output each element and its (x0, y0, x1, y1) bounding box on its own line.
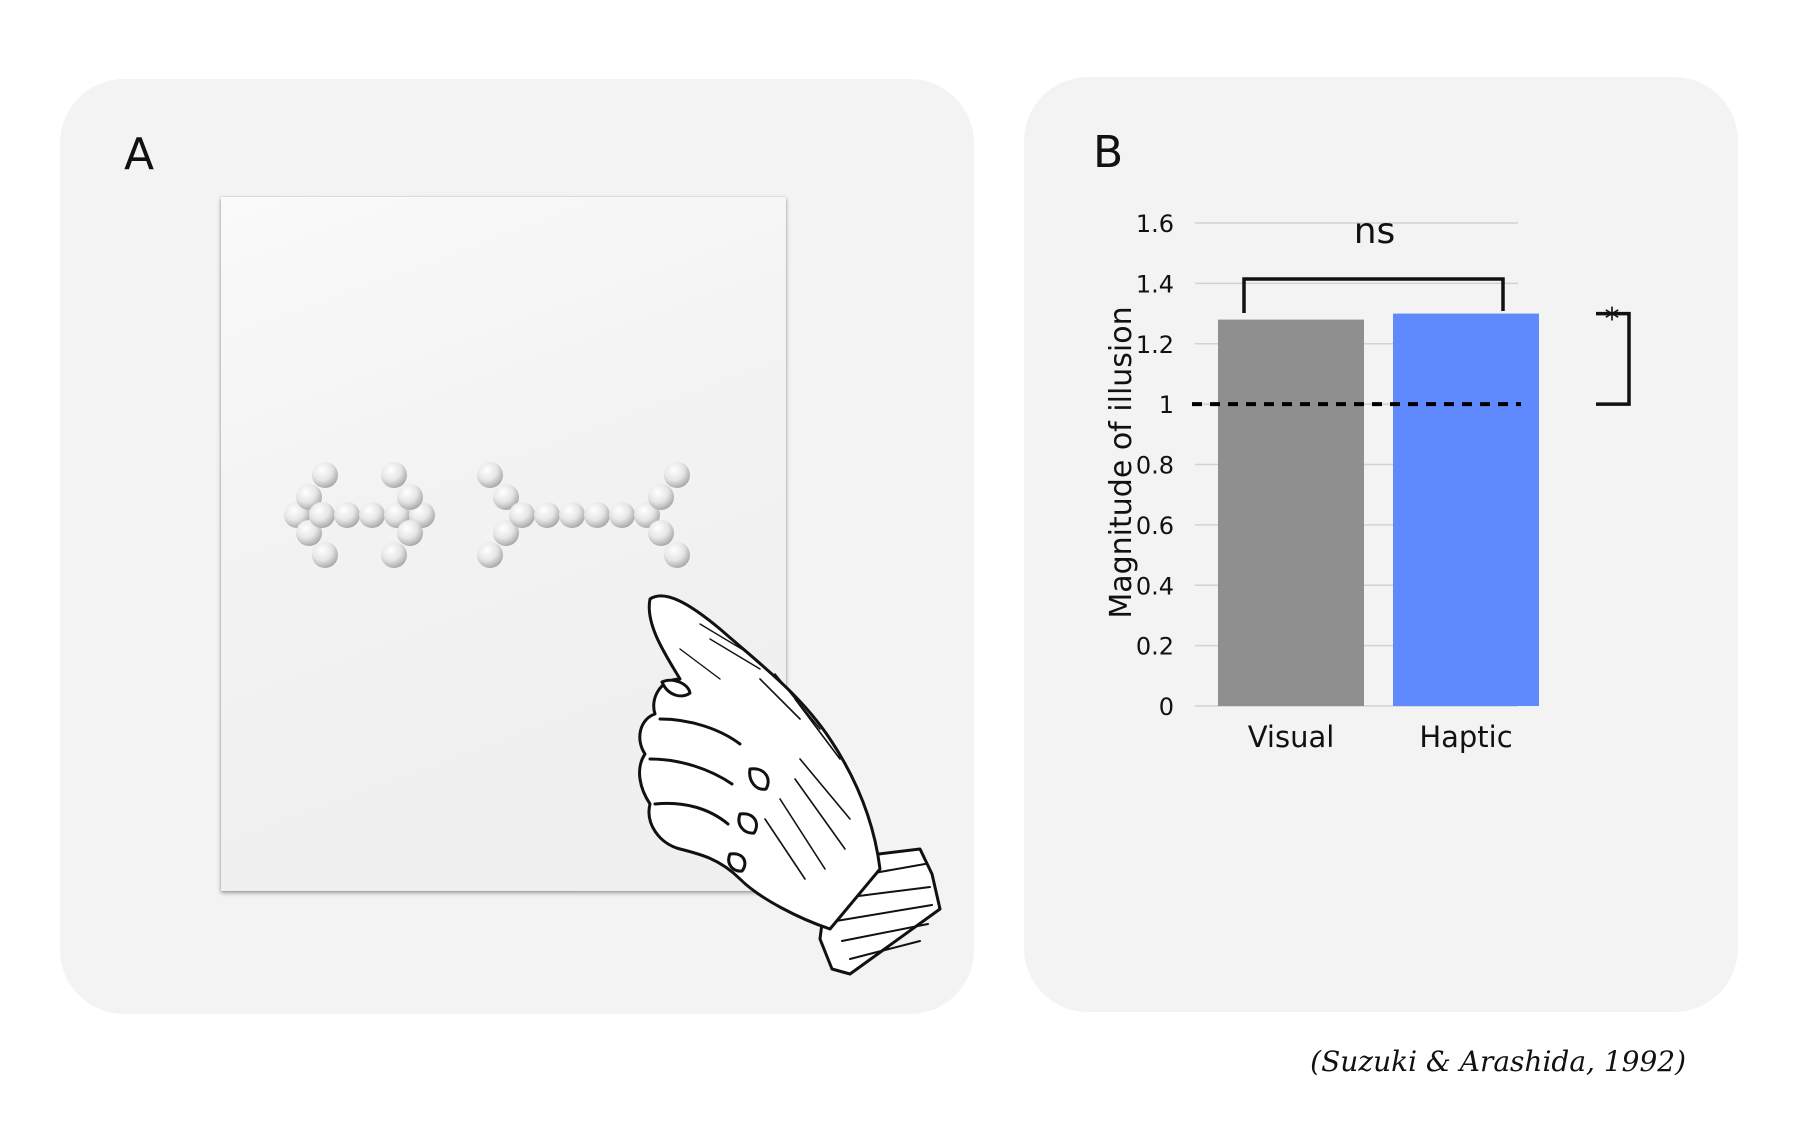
bar-chart: 0 0.2 0.4 0.6 0.8 1 1.2 1.4 1.6 Visual Haptic ns *… (1104, 210, 1631, 754)
significance-star: * (1605, 302, 1620, 337)
x-tick-label: Haptic (1419, 720, 1512, 754)
y-tick-label: 0.6 (1136, 512, 1174, 540)
embossed-dot (559, 502, 585, 528)
y-tick-label: 1.4 (1136, 270, 1174, 298)
embossed-dot (648, 520, 674, 546)
x-tick-label: Visual (1248, 720, 1335, 754)
y-tick-label: 1.2 (1136, 331, 1174, 359)
panel-a: A (60, 79, 974, 1014)
significance-bracket (1596, 311, 1631, 406)
y-tick-label: 1.6 (1136, 210, 1174, 238)
embossed-dot (334, 502, 360, 528)
y-tick-label: 0.2 (1136, 633, 1174, 661)
x-tick-labels: Visual Haptic (1248, 720, 1513, 754)
panel-b: B 0 0.2 0.4 0.6 0.8 1 1.2 1.4 1.6 Visual Haptic n… (1024, 77, 1738, 1012)
embossed-dot (609, 502, 635, 528)
bar-visual (1218, 319, 1364, 706)
embossed-dot (477, 542, 503, 568)
embossed-dot (397, 520, 423, 546)
embossed-dot (312, 462, 338, 488)
embossed-dot (664, 542, 690, 568)
embossed-dot (493, 484, 519, 510)
embossed-dot (493, 520, 519, 546)
y-tick-label: 0 (1159, 693, 1174, 721)
citation: (Suzuki & Arashida, 1992) (1310, 1045, 1686, 1078)
embossed-dot (634, 502, 660, 528)
ns-bracket (1242, 277, 1505, 313)
embossed-dot-arrow-icon (284, 462, 690, 568)
embossed-dot (381, 542, 407, 568)
illustration (284, 462, 942, 976)
embossed-dot (664, 462, 690, 488)
embossed-dot (477, 462, 503, 488)
panel-b-label: B (1093, 127, 1124, 178)
significance-annotations: ns * (1242, 211, 1631, 406)
panel-a-label: A (124, 129, 155, 180)
embossed-dot (296, 520, 322, 546)
y-tick-label: 1 (1159, 391, 1174, 419)
embossed-dot (384, 502, 410, 528)
embossed-dot (312, 542, 338, 568)
y-axis-label: Magnitude of illusion (1104, 306, 1139, 618)
embossed-dot (397, 484, 423, 510)
embossed-dot (296, 484, 322, 510)
embossed-dot (381, 462, 407, 488)
embossed-dot (509, 502, 535, 528)
y-tick-label: 0.4 (1136, 572, 1174, 600)
embossed-dot (584, 502, 610, 528)
y-tick-labels: 0 0.2 0.4 0.6 0.8 1 1.2 1.4 1.6 (1136, 210, 1174, 721)
bar-haptic (1393, 313, 1539, 706)
ns-label: ns (1354, 211, 1396, 252)
chart-bars (1218, 313, 1539, 706)
embossed-dot (309, 502, 335, 528)
embossed-dot (534, 502, 560, 528)
embossed-dot (359, 502, 385, 528)
y-tick-label: 0.8 (1136, 452, 1174, 480)
pointing-hand-icon (638, 594, 942, 976)
embossed-dot (648, 484, 674, 510)
